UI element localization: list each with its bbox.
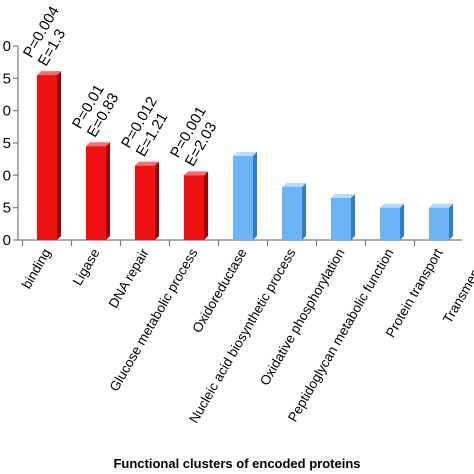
y-tick-label: 0 (3, 232, 11, 249)
y-tick-label: 5 (3, 200, 11, 217)
x-category-label: Peptidoglycan metabolic function (285, 246, 397, 424)
bar-ligase (86, 142, 110, 240)
x-category-label: Transmembra (440, 246, 474, 326)
y-tick-label: 0 (3, 167, 11, 184)
bar-protein-transport (429, 203, 453, 240)
x-axis-title: Functional clusters of encoded proteins (113, 456, 360, 471)
x-category-label: Oxidoreductase (189, 246, 249, 335)
bar-oxidative-phosphorylation (331, 193, 355, 240)
bar-annotation: E=2.03P=0.001 (167, 104, 225, 170)
x-category-label: Oxidative phosphorylation (257, 246, 348, 388)
x-category-label: binding (19, 246, 54, 291)
y-tick-label: 0 (3, 103, 11, 120)
x-category-label: Ligase (70, 246, 103, 288)
bar-glucose-metabolic-process (184, 171, 208, 240)
bar-peptidoglycan-metabolic-function (380, 203, 404, 240)
bar-nucleic-acid-biosynthetic-process (282, 182, 306, 240)
bar-annotation: E=0.83P=0.01 (69, 82, 122, 141)
bar-binding (37, 71, 61, 240)
x-category-label: DNA repair (106, 246, 152, 311)
y-tick-label: 0 (3, 38, 11, 55)
bar-oxidoreductase (233, 151, 257, 240)
y-tick-label: 5 (3, 135, 11, 152)
y-tick-label: 5 (3, 70, 11, 87)
x-category-label: Glucose metabolic process (107, 246, 201, 394)
bar-annotation: E=1.3P=0.004 (20, 3, 78, 69)
bar-dna-repair (135, 161, 159, 240)
bar-annotation: E=1.21P=0.012 (118, 94, 176, 160)
chart-bars (37, 71, 453, 240)
